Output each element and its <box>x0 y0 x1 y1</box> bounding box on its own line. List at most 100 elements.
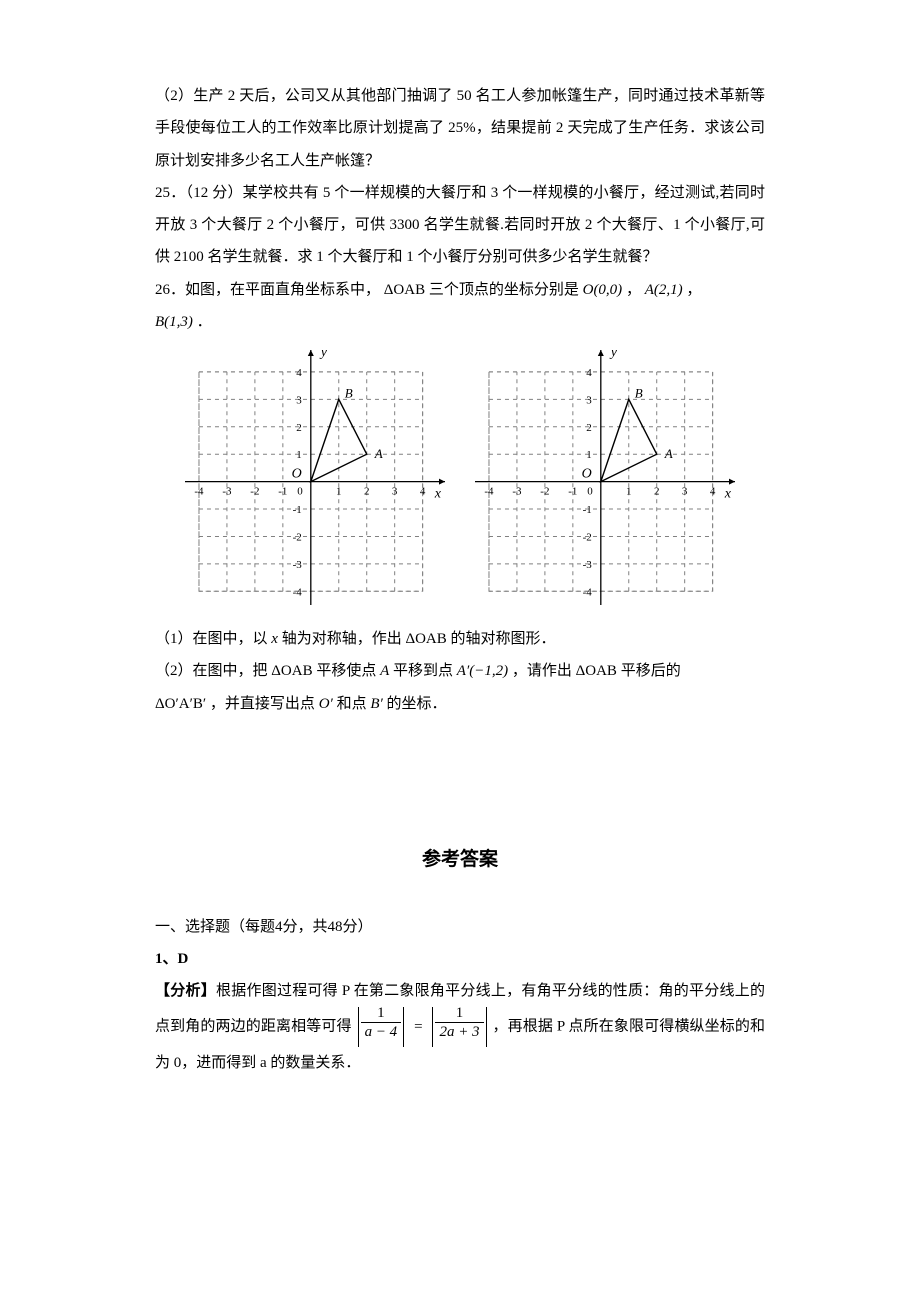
svg-text:0: 0 <box>297 486 303 498</box>
denominator: a − 4 <box>361 1023 402 1040</box>
problem-26-b-point: B(1,3) ． <box>155 306 765 338</box>
document-page: （2）生产 2 天后，公司又从其他部门抽调了 50 名工人参加帐篷生产，同时通过… <box>0 0 920 1302</box>
svg-text:4: 4 <box>296 367 302 379</box>
svg-text:-4: -4 <box>583 586 593 598</box>
denominator: 2a + 3 <box>435 1023 483 1040</box>
svg-text:-1: -1 <box>583 504 592 516</box>
svg-text:A: A <box>664 446 673 461</box>
analysis-label: 【分析】 <box>155 983 216 999</box>
coordinate-chart-right: -4-3-2-112341234-1-2-3-40OxyAB <box>475 350 735 605</box>
svg-text:x: x <box>724 487 732 502</box>
answer-1-analysis: 【分析】根据作图过程可得 P 在第二象限角平分线上，有角平分线的性质：角的平分线… <box>155 975 765 1080</box>
svg-text:2: 2 <box>586 422 592 434</box>
svg-text:0: 0 <box>587 486 593 498</box>
svg-text:-2: -2 <box>250 486 259 498</box>
svg-text:-3: -3 <box>293 559 303 571</box>
math-delta-oab-2: ΔOAB <box>405 631 446 647</box>
text: ， <box>626 282 641 298</box>
text: 平移使点 <box>316 663 380 679</box>
svg-text:A: A <box>374 446 383 461</box>
problem-26-q1: （1）在图中，以 x 轴为对称轴，作出 ΔOAB 的轴对称图形． <box>155 623 765 655</box>
svg-text:1: 1 <box>626 486 632 498</box>
svg-text:B: B <box>635 385 643 400</box>
abs-bar-icon <box>486 1007 487 1047</box>
svg-text:2: 2 <box>296 422 302 434</box>
svg-text:B: B <box>345 385 353 400</box>
math-delta-oab: ΔOAB <box>384 282 425 298</box>
svg-text:x: x <box>434 487 442 502</box>
text: 的坐标． <box>387 696 447 712</box>
math-x: x <box>271 631 278 647</box>
svg-text:-4: -4 <box>194 486 204 498</box>
svg-text:-4: -4 <box>484 486 494 498</box>
coordinate-charts-row: -4 -3 -2 -1 1 2 3 4 1 2 3 4 -1 -2 -3 -4 0 Ox y A B -4 -3 -2 -1 1… <box>155 350 765 605</box>
math-delta-opapbp: ΔO′A′B′ <box>155 696 206 712</box>
svg-text:-3: -3 <box>222 486 232 498</box>
text: （2）在图中，把 <box>155 663 271 679</box>
svg-text:O: O <box>292 467 302 482</box>
math-bprime: B′ <box>370 696 382 712</box>
svg-text:-2: -2 <box>293 531 302 543</box>
svg-text:3: 3 <box>392 486 398 498</box>
problem-24-part2: （2）生产 2 天后，公司又从其他部门抽调了 50 名工人参加帐篷生产，同时通过… <box>155 80 765 177</box>
text: 平移到点 <box>393 663 457 679</box>
svg-text:2: 2 <box>654 486 660 498</box>
svg-text:1: 1 <box>586 449 592 461</box>
math-aprime: A′(−1,2) <box>457 663 508 679</box>
svg-text:-1: -1 <box>278 486 287 498</box>
math-a21: A(2,1) <box>645 282 683 298</box>
text: ，请作出 <box>512 663 576 679</box>
svg-text:y: y <box>319 350 328 360</box>
math-delta-oab-4: ΔOAB <box>576 663 617 679</box>
abs-frac-1: 1 a − 4 <box>356 1007 407 1047</box>
math-oprime: O′ <box>319 696 333 712</box>
text: ． <box>197 314 212 330</box>
abs-bar-icon <box>432 1007 433 1047</box>
svg-text:3: 3 <box>682 486 688 498</box>
math-delta-oab-3: ΔOAB <box>271 663 312 679</box>
svg-text:4: 4 <box>420 486 426 498</box>
fraction-1: 1 a − 4 <box>361 1006 402 1046</box>
svg-text:2: 2 <box>364 486 370 498</box>
abs-frac-2: 1 2a + 3 <box>430 1007 488 1047</box>
section-1-heading: 一、选择题（每题4分，共48分） <box>155 911 765 943</box>
math-a: A <box>380 663 389 679</box>
text: 三个顶点的坐标分别是 <box>429 282 583 298</box>
problem-26-q2-cont: ΔO′A′B′ ，并直接写出点 O′ 和点 B′ 的坐标． <box>155 688 765 720</box>
svg-text:3: 3 <box>586 394 592 406</box>
numerator: 1 <box>435 1006 483 1023</box>
math-b13: B(1,3) <box>155 314 193 330</box>
abs-bar-icon <box>403 1007 404 1047</box>
coordinate-grid-svg: -4 -3 -2 -1 1 2 3 4 1 2 3 4 -1 -2 -3 -4 0 Ox y A B <box>185 350 445 605</box>
svg-text:-1: -1 <box>293 504 302 516</box>
svg-text:-3: -3 <box>512 486 522 498</box>
svg-text:4: 4 <box>710 486 716 498</box>
text: （1）在图中，以 <box>155 631 271 647</box>
svg-text:-2: -2 <box>583 531 592 543</box>
svg-text:1: 1 <box>336 486 342 498</box>
text: 轴为对称轴，作出 <box>282 631 406 647</box>
fraction-2: 1 2a + 3 <box>435 1006 483 1046</box>
text: 平移后的 <box>621 663 681 679</box>
text: 和点 <box>337 696 371 712</box>
answers-title: 参考答案 <box>155 840 765 881</box>
svg-text:-3: -3 <box>583 559 593 571</box>
text: 的轴对称图形． <box>451 631 556 647</box>
svg-text:3: 3 <box>296 394 302 406</box>
svg-text:-1: -1 <box>568 486 577 498</box>
svg-text:1: 1 <box>296 449 302 461</box>
svg-text:-2: -2 <box>540 486 549 498</box>
problem-25: 25．（12 分）某学校共有 5 个一样规模的大餐厅和 3 个一样规模的小餐厅，… <box>155 177 765 274</box>
problem-26-lead: 26．如图，在平面直角坐标系中， ΔOAB 三个顶点的坐标分别是 O(0,0) … <box>155 274 765 306</box>
text: ，并直接写出点 <box>210 696 319 712</box>
svg-text:O: O <box>582 467 592 482</box>
problem-26-q2: （2）在图中，把 ΔOAB 平移使点 A 平移到点 A′(−1,2) ，请作出 … <box>155 655 765 687</box>
coordinate-chart-left: -4 -3 -2 -1 1 2 3 4 1 2 3 4 -1 -2 -3 -4 0 Ox y A B <box>185 350 445 605</box>
svg-text:-4: -4 <box>293 586 303 598</box>
answer-1-choice: 1、D <box>155 943 765 975</box>
numerator: 1 <box>361 1006 402 1023</box>
text: 26．如图，在平面直角坐标系中， <box>155 282 380 298</box>
math-o00: O(0,0) <box>583 282 623 298</box>
abs-bar-icon <box>358 1007 359 1047</box>
svg-text:4: 4 <box>586 367 592 379</box>
